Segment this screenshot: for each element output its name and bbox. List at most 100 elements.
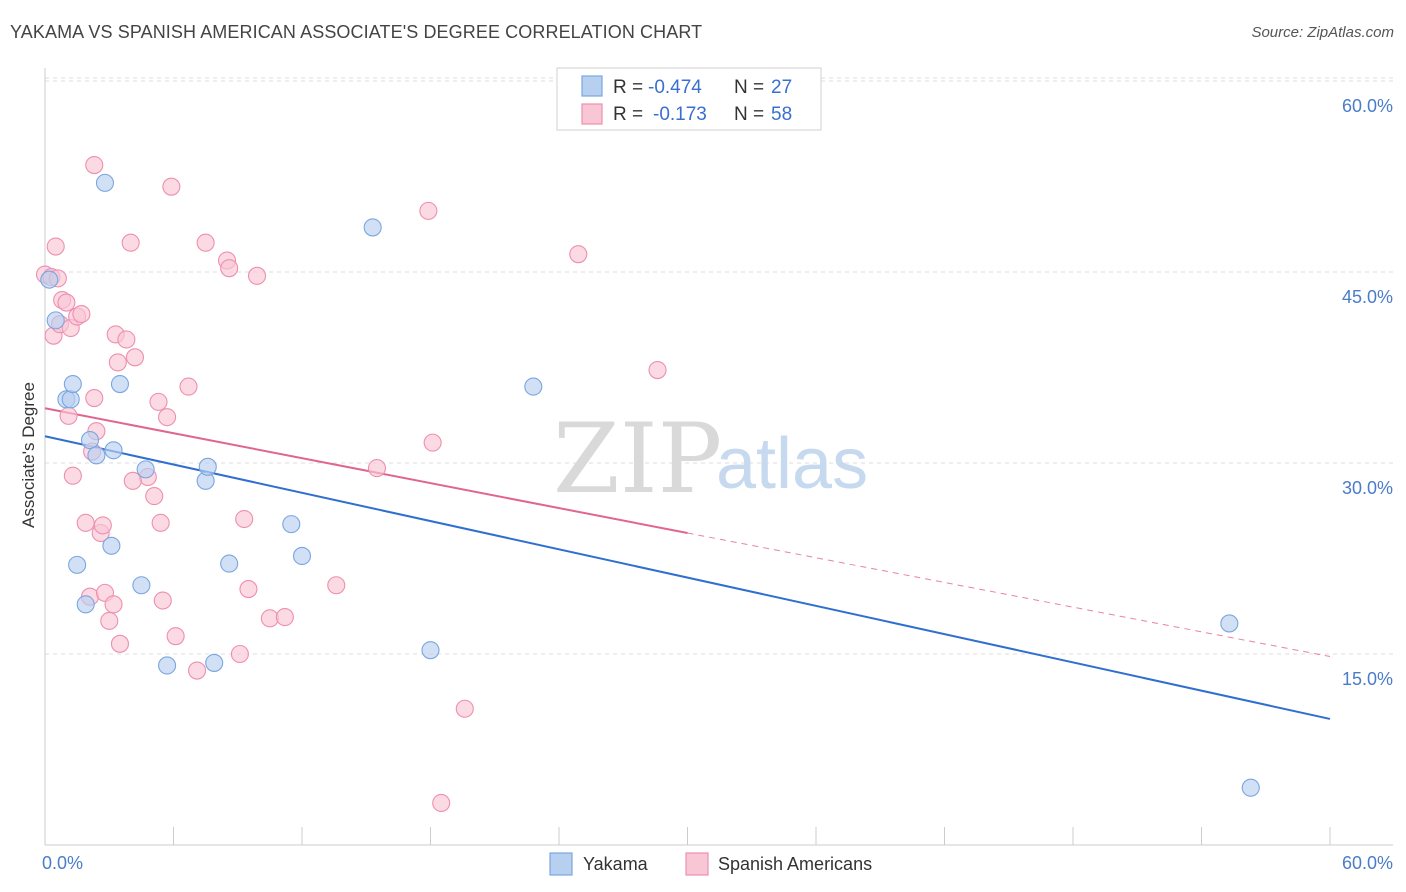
point-spanish-americans [93,516,112,535]
point-spanish-americans [100,611,119,630]
point-spanish-americans [327,576,346,595]
legend-swatch-yakama [581,75,603,97]
chart-title: YAKAMA VS SPANISH AMERICAN ASSOCIATE'S D… [10,22,703,42]
point-yakama [282,515,301,534]
point-yakama [80,431,100,450]
point-spanish-americans [196,233,215,252]
legend-n-label-yakama: N = [734,77,764,98]
point-spanish-americans [125,348,144,367]
point-yakama [63,375,82,394]
series-legend-swatch-yakama [549,852,573,876]
point-spanish-americans [151,513,170,532]
point-yakama [1241,778,1260,797]
y-tick-label: 45.0% [1342,287,1393,307]
point-yakama [524,377,543,396]
watermark-zip: ZIP [553,403,722,515]
point-spanish-americans [423,433,442,452]
point-spanish-americans [247,266,267,285]
point-spanish-americans [455,699,474,718]
point-yakama [40,270,59,289]
point-yakama [421,641,440,660]
trendline-spanish-americans [44,407,688,535]
point-spanish-americans [110,634,130,653]
trendline-spanish-americans-extension [687,532,1331,658]
point-yakama [205,653,224,672]
point-yakama [292,546,312,566]
point-yakama [46,311,65,330]
series-legend-label-yakama: Yakama [583,854,649,874]
legend-r-value-yakama: -0.474 [648,77,702,98]
point-spanish-americans [85,155,104,175]
point-yakama [61,390,80,409]
point-yakama [136,460,155,479]
point-spanish-americans [162,177,181,196]
point-yakama [1220,614,1239,633]
y-axis-title: Associate's Degree [19,382,38,528]
point-yakama [158,656,177,675]
point-spanish-americans [230,644,249,664]
y-tick-label: 60.0% [1342,96,1393,116]
point-yakama [87,446,106,465]
point-spanish-americans [367,459,387,478]
point-yakama [68,555,87,574]
point-spanish-americans [108,353,127,372]
legend-swatch-spanish [581,103,603,125]
y-tick-label: 15.0% [1342,669,1393,689]
point-spanish-americans [569,245,588,264]
point-spanish-americans [57,293,76,312]
source-label: Source: ZipAtlas.com [1251,24,1394,41]
series-legend-label-spanish: Spanish Americans [718,854,872,874]
point-spanish-americans [432,793,451,813]
series-legend: Yakama Spanish Americans [549,852,872,876]
legend-r-label-yakama: R = [613,77,643,98]
watermark-atlas: atlas [716,424,868,504]
point-spanish-americans [104,595,123,614]
point-yakama [76,595,95,614]
y-tick-labels: 15.0% 30.0% 45.0% 60.0% [1342,96,1393,689]
point-spanish-americans [235,509,254,529]
point-spanish-americans [158,408,177,427]
point-yakama [363,218,382,237]
watermark: ZIP atlas [553,403,868,515]
point-spanish-americans [220,259,239,278]
point-spanish-americans [117,330,136,349]
x-tick-label-min: 0.0% [42,853,83,873]
point-spanish-americans [85,389,104,408]
axes [44,68,1393,846]
point-spanish-americans [648,360,667,380]
point-spanish-americans [188,661,207,680]
point-spanish-americans [76,513,95,532]
point-spanish-americans [419,201,438,220]
legend-r-value-spanish: -0.173 [653,104,707,125]
point-spanish-americans [121,233,140,252]
point-yakama [102,536,121,555]
point-yakama [220,554,239,573]
point-spanish-americans [166,627,185,646]
trend-lines [44,407,1331,720]
point-spanish-americans [149,392,168,411]
legend-n-value-spanish: 58 [771,104,792,125]
legend-r-label-spanish: R = [613,104,643,125]
point-spanish-americans [123,471,142,490]
point-spanish-americans [72,304,91,324]
point-yakama [95,173,115,192]
point-spanish-americans [260,609,279,628]
point-spanish-americans [275,608,294,627]
point-yakama [132,576,151,595]
point-spanish-americans [239,580,258,599]
point-yakama [110,375,130,394]
gridlines [45,77,1393,655]
x-tick-label-max: 60.0% [1342,853,1393,873]
point-spanish-americans [46,237,65,256]
stats-legend: R = -0.474 N = 27 R = -0.173 N = 58 [556,67,822,131]
point-spanish-americans [153,591,172,610]
point-spanish-americans [63,466,82,485]
legend-n-label-spanish: N = [734,104,764,125]
point-spanish-americans [145,487,164,506]
y-tick-label: 30.0% [1342,478,1393,498]
legend-n-value-yakama: 27 [771,77,792,98]
point-spanish-americans [59,406,78,425]
point-spanish-americans [179,377,198,396]
point-yakama [104,441,123,460]
